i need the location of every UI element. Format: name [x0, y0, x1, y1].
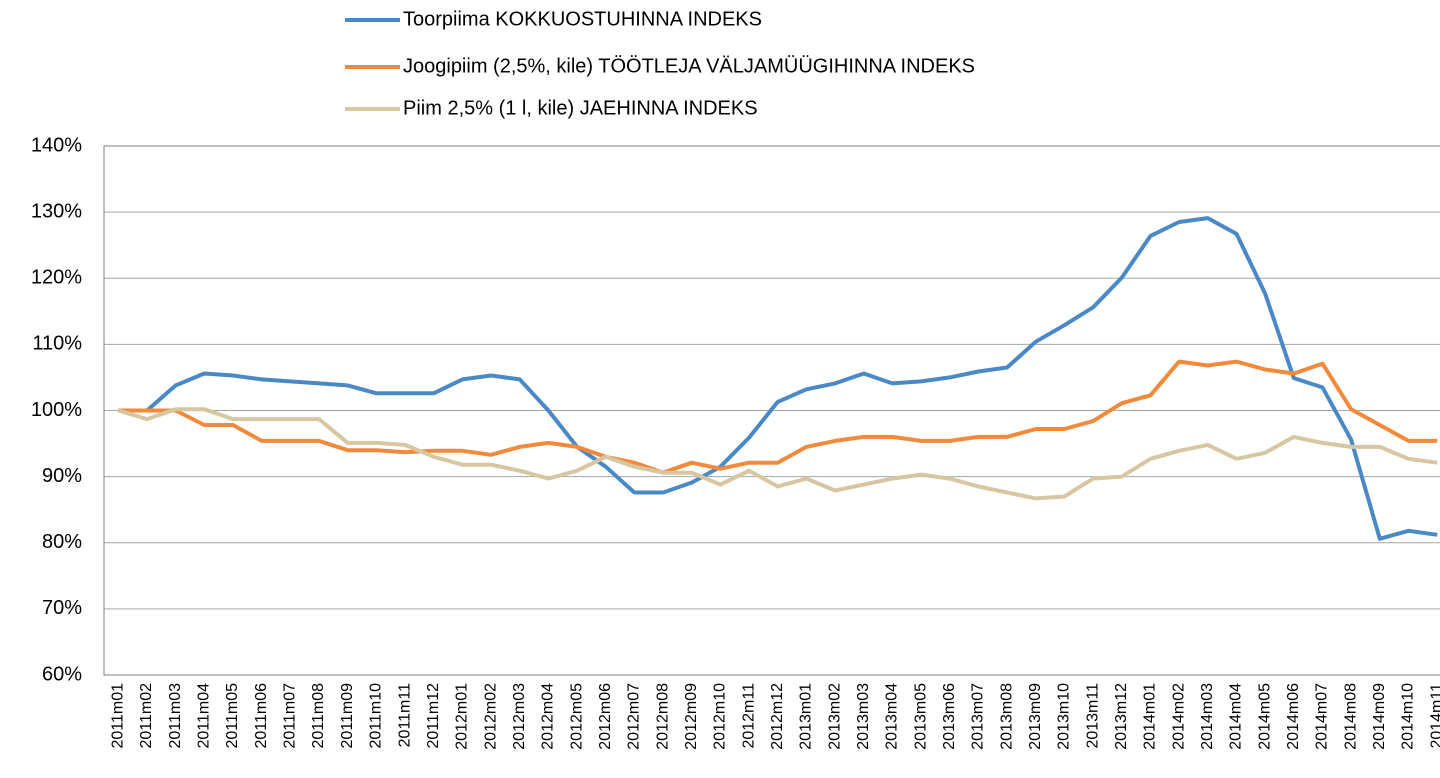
x-tick-label: 2014m03 — [1199, 683, 1216, 750]
plot-border — [103, 145, 1440, 676]
x-tick-label: 2011m11 — [396, 683, 413, 747]
legend-label: Joogipiim (2,5%, kile) TÖÖTLEJA VÄLJAMÜÜ… — [403, 55, 975, 77]
x-tick-label: 2011m05 — [224, 683, 241, 749]
y-tick-label: 90% — [42, 465, 82, 487]
x-tick-label: 2013m12 — [1113, 683, 1130, 750]
x-tick-label: 2013m01 — [798, 683, 815, 750]
x-tick-label: 2014m07 — [1314, 683, 1331, 750]
x-tick-label: 2014m04 — [1228, 683, 1245, 750]
legend-label: Toorpiima KOKKUOSTUHINNA INDEKS — [403, 8, 762, 30]
x-tick-label: 2013m11 — [1084, 683, 1101, 749]
x-tick-label: 2012m11 — [740, 683, 757, 749]
x-tick-label: 2013m10 — [1056, 683, 1073, 750]
x-tick-label: 2014m09 — [1371, 683, 1388, 750]
x-tick-label: 2013m08 — [998, 683, 1015, 750]
x-tick-label: 2011m10 — [368, 683, 385, 749]
y-tick-label: 120% — [31, 267, 82, 289]
x-tick-label: 2012m07 — [626, 683, 643, 750]
x-tick-label: 2014m06 — [1285, 683, 1302, 750]
y-tick-label: 60% — [42, 663, 82, 685]
x-tick-label: 2012m10 — [712, 683, 729, 750]
x-tick-label: 2011m01 — [110, 683, 127, 749]
x-tick-label: 2012m04 — [540, 683, 557, 750]
y-tick-label: 100% — [31, 399, 82, 421]
x-tick-label: 2012m05 — [568, 683, 585, 750]
x-tick-label: 2011m08 — [310, 683, 327, 749]
y-tick-label: 130% — [31, 200, 82, 222]
x-tick-label: 2011m02 — [138, 683, 155, 749]
x-tick-label: 2012m02 — [482, 683, 499, 750]
x-tick-label: 2013m06 — [941, 683, 958, 750]
x-tick-label: 2013m09 — [1027, 683, 1044, 750]
x-tick-label: 2013m04 — [884, 683, 901, 750]
series-line — [117, 407, 1438, 501]
x-tick-label: 2011m03 — [167, 683, 184, 749]
x-tick-label: 2014m10 — [1400, 683, 1417, 750]
x-tick-label: 2012m12 — [769, 683, 786, 750]
x-tick-label: 2012m09 — [683, 683, 700, 750]
x-tick-label: 2014m11 — [1428, 683, 1440, 749]
x-tick-label: 2011m06 — [253, 683, 270, 749]
x-tick-label: 2013m05 — [912, 683, 929, 750]
x-tick-label: 2011m07 — [282, 683, 299, 749]
x-tick-label: 2012m03 — [511, 683, 528, 750]
x-tick-label: 2013m03 — [855, 683, 872, 750]
x-tick-label: 2013m07 — [970, 683, 987, 750]
y-tick-label: 70% — [42, 597, 82, 619]
series-line — [118, 359, 1438, 475]
x-tick-label: 2014m05 — [1256, 683, 1273, 750]
y-tick-label: 80% — [42, 531, 82, 553]
x-tick-label: 2013m02 — [826, 683, 843, 750]
y-tick-label: 110% — [32, 333, 82, 355]
series-line — [118, 216, 1438, 541]
x-tick-label: 2012m08 — [654, 683, 671, 750]
x-tick-label: 2012m06 — [597, 683, 614, 750]
x-tick-label: 2011m04 — [196, 683, 213, 749]
x-tick-label: 2014m01 — [1142, 683, 1159, 750]
x-tick-label: 2012m01 — [454, 683, 471, 750]
legend-label: Piim 2,5% (1 l, kile) JAEHINNA INDEKS — [403, 97, 758, 119]
x-tick-label: 2011m09 — [339, 683, 356, 749]
x-tick-label: 2014m02 — [1170, 683, 1187, 750]
x-tick-label: 2011m12 — [425, 683, 442, 749]
x-tick-label: 2014m08 — [1342, 683, 1359, 750]
y-tick-label: 140% — [31, 134, 82, 156]
